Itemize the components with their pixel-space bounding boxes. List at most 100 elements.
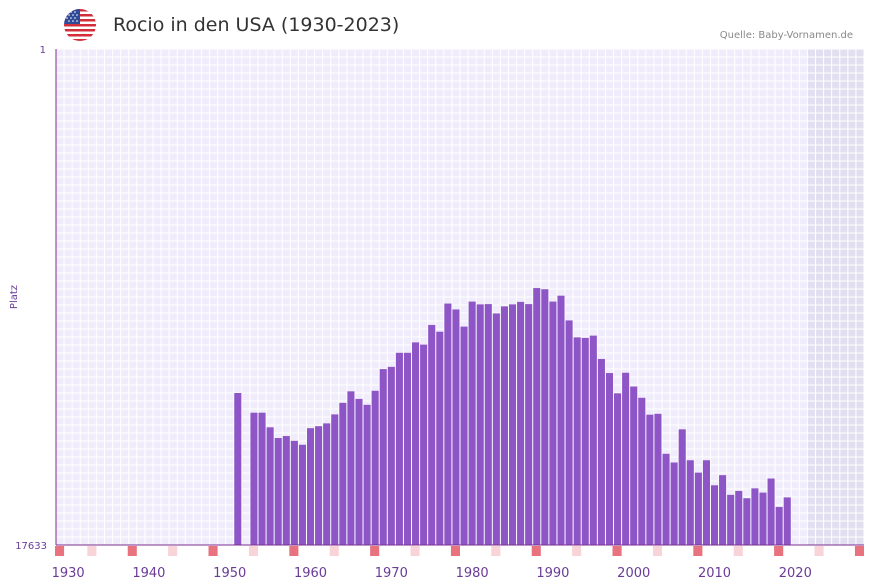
x-tick-label: 1970 [375, 566, 408, 581]
bar [678, 429, 686, 545]
bar [306, 428, 315, 545]
y-axis-label: Platz [9, 285, 20, 309]
year-marker [329, 546, 339, 556]
bar [347, 391, 355, 545]
year-marker [774, 546, 784, 556]
x-tick-label: 1950 [213, 566, 246, 581]
bar [581, 337, 589, 545]
year-marker [55, 546, 65, 556]
bar-series [234, 288, 791, 545]
bar [484, 304, 492, 545]
year-marker [208, 546, 218, 556]
bar [694, 472, 702, 545]
bar [234, 393, 242, 545]
bar [614, 393, 622, 545]
bar [662, 453, 670, 545]
year-marker [450, 546, 460, 556]
bar [743, 498, 751, 545]
year-marker [289, 546, 299, 556]
x-tick-label: 1930 [52, 566, 85, 581]
bar [525, 304, 533, 545]
x-tick-labels: 1930 1940 1950 1960 1970 1980 1990 2000 2010 2020 [52, 566, 812, 581]
bar [492, 313, 500, 545]
x-tick-label: 1960 [294, 566, 327, 581]
chart-title: Rocio in den USA (1930-2023) [113, 14, 400, 36]
bar [452, 309, 460, 545]
bar [331, 414, 339, 545]
bar [549, 301, 557, 545]
bar [622, 372, 630, 545]
bar [403, 352, 412, 545]
grid-lines [55, 48, 865, 546]
x-tick-label: 1980 [456, 566, 489, 581]
year-marker [693, 546, 703, 556]
bar [541, 289, 549, 545]
bar [266, 427, 274, 545]
bar [395, 352, 403, 545]
source-credit: Quelle: Baby-Vornamen.de [719, 30, 853, 41]
bar [379, 369, 387, 545]
bar [630, 386, 638, 545]
year-marker [87, 546, 97, 556]
year-marker [370, 546, 380, 556]
bar [444, 303, 452, 545]
year-marker [612, 546, 622, 556]
year-marker [531, 546, 541, 556]
bar [654, 413, 662, 545]
year-marker [652, 546, 662, 556]
year-marker-strip [55, 546, 864, 556]
bar [412, 342, 420, 545]
us-flag-icon [64, 9, 96, 41]
bar [767, 478, 775, 545]
year-marker [491, 546, 501, 556]
bar [428, 324, 436, 545]
bar [282, 436, 290, 545]
bar [460, 326, 468, 545]
year-marker [410, 546, 420, 556]
bar [775, 506, 783, 545]
bar [759, 492, 767, 545]
y-tick-label-top: 1 [40, 45, 46, 56]
bar [686, 460, 694, 545]
bar [605, 373, 614, 545]
bar [573, 337, 581, 545]
bar [783, 497, 791, 545]
bar [468, 301, 476, 545]
bar [727, 494, 735, 545]
x-tick-label: 2000 [617, 566, 650, 581]
bar [710, 485, 719, 545]
bar [258, 412, 266, 545]
bar [735, 490, 743, 545]
bar [371, 390, 379, 545]
bar [315, 426, 323, 545]
bar [533, 288, 541, 545]
x-tick-label: 2020 [779, 566, 812, 581]
bar [508, 304, 517, 545]
bar [250, 412, 258, 545]
bar [500, 306, 508, 545]
bar [565, 320, 573, 545]
bar [670, 462, 678, 545]
bar [517, 301, 525, 545]
year-marker [814, 546, 824, 556]
year-marker [572, 546, 582, 556]
bar [476, 304, 484, 545]
bar [719, 475, 727, 545]
bar [420, 344, 428, 545]
x-tick-label: 1990 [536, 566, 569, 581]
bar [290, 440, 298, 545]
year-marker [248, 546, 258, 556]
bar [274, 438, 282, 545]
bar [355, 398, 363, 545]
bar [638, 397, 646, 545]
bar [702, 460, 710, 545]
bar [298, 444, 306, 545]
x-tick-label: 2010 [698, 566, 731, 581]
bar [436, 331, 444, 545]
bar [597, 358, 605, 545]
x-tick-label: 1940 [132, 566, 165, 581]
bar [323, 423, 331, 545]
bar [339, 402, 347, 545]
bar [751, 488, 759, 545]
